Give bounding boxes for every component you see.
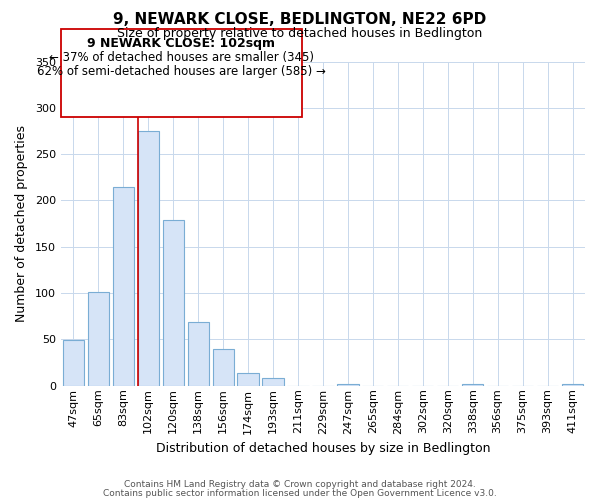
Bar — [113, 186, 134, 386]
Y-axis label: Number of detached properties: Number of detached properties — [15, 125, 28, 322]
Bar — [137, 131, 159, 386]
Text: Contains HM Land Registry data © Crown copyright and database right 2024.: Contains HM Land Registry data © Crown c… — [124, 480, 476, 489]
Bar — [262, 378, 284, 386]
Bar — [462, 384, 484, 386]
Text: ← 37% of detached houses are smaller (345): ← 37% of detached houses are smaller (34… — [49, 51, 314, 64]
Bar — [212, 348, 234, 386]
Bar — [88, 292, 109, 386]
Text: 62% of semi-detached houses are larger (585) →: 62% of semi-detached houses are larger (… — [37, 64, 326, 78]
Bar — [562, 384, 583, 386]
Bar — [238, 373, 259, 386]
Text: 9, NEWARK CLOSE, BEDLINGTON, NE22 6PD: 9, NEWARK CLOSE, BEDLINGTON, NE22 6PD — [113, 12, 487, 28]
Text: Size of property relative to detached houses in Bedlington: Size of property relative to detached ho… — [118, 28, 482, 40]
Bar — [163, 220, 184, 386]
X-axis label: Distribution of detached houses by size in Bedlington: Distribution of detached houses by size … — [156, 442, 490, 455]
Text: Contains public sector information licensed under the Open Government Licence v3: Contains public sector information licen… — [103, 490, 497, 498]
Text: 9 NEWARK CLOSE: 102sqm: 9 NEWARK CLOSE: 102sqm — [88, 37, 275, 50]
Bar — [63, 340, 84, 386]
Bar — [337, 384, 359, 386]
FancyBboxPatch shape — [61, 29, 302, 117]
Bar — [188, 322, 209, 386]
